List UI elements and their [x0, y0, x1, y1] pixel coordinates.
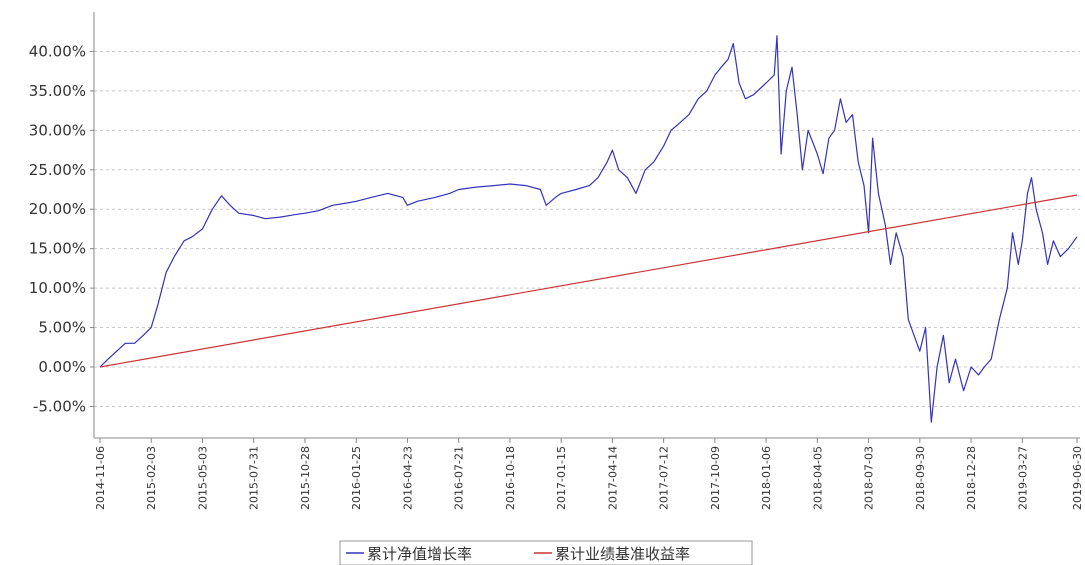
- x-tick-label: 2015-05-03: [196, 446, 209, 510]
- y-tick-labels: -5.00% 0.00% 5.00% 10.00% 15.00% 20.00% 25.00%…: [29, 42, 94, 415]
- x-tick-label: 2016-07-21: [453, 446, 466, 510]
- x-tick-label: 2015-10-28: [299, 446, 312, 510]
- x-tick-label: 2016-10-18: [504, 446, 517, 510]
- x-tick-label: 2019-03-27: [1016, 446, 1029, 510]
- x-tick-label: 2016-01-25: [350, 446, 363, 510]
- x-tick-label: 2015-07-31: [248, 446, 261, 510]
- axes: [93, 12, 1080, 439]
- x-tick-label: 2015-02-03: [145, 446, 158, 510]
- series-line-0: [99, 35, 1078, 423]
- x-tick-label: 2017-01-15: [555, 446, 568, 510]
- series-line-1: [99, 194, 1078, 368]
- x-tick-label: 2017-04-14: [606, 446, 619, 510]
- x-tick-label: 2018-01-06: [760, 446, 773, 510]
- y-tick-label: 20.00%: [29, 200, 86, 218]
- y-tick-label: 15.00%: [29, 240, 86, 258]
- y-tick-label: 0.00%: [38, 358, 86, 376]
- y-tick-label: 10.00%: [29, 279, 86, 297]
- series-lines: [99, 35, 1078, 423]
- legend: 累计净值增长率 累计业绩基准收益率: [339, 540, 753, 565]
- legend-label-series-0: 累计净值增长率: [367, 545, 472, 563]
- x-tick-label: 2016-04-23: [401, 446, 414, 510]
- y-tick-label: 40.00%: [29, 42, 86, 60]
- x-tick-labels: 2014-11-06 2015-02-03 2015-05-03 2015-07-31…: [94, 438, 1084, 510]
- x-tick-label: 2018-09-30: [914, 446, 927, 510]
- legend-label-series-1: 累计业绩基准收益率: [555, 545, 690, 563]
- x-tick-label: 2018-04-05: [811, 446, 824, 510]
- grid-lines: [94, 50, 1080, 407]
- y-tick-label: 30.00%: [29, 121, 86, 139]
- x-tick-label: 2019-06-30: [1071, 446, 1084, 510]
- x-tick-label: 2017-07-12: [658, 446, 671, 510]
- x-tick-label: 2014-11-06: [94, 446, 107, 510]
- y-tick-label: 25.00%: [29, 161, 86, 179]
- x-tick-label: 2018-12-28: [965, 446, 978, 510]
- x-tick-label: 2018-07-03: [863, 446, 876, 510]
- y-tick-label: 35.00%: [29, 82, 86, 100]
- y-tick-label: -5.00%: [33, 397, 86, 415]
- x-tick-label: 2017-10-09: [709, 446, 722, 510]
- y-tick-label: 5.00%: [38, 319, 86, 337]
